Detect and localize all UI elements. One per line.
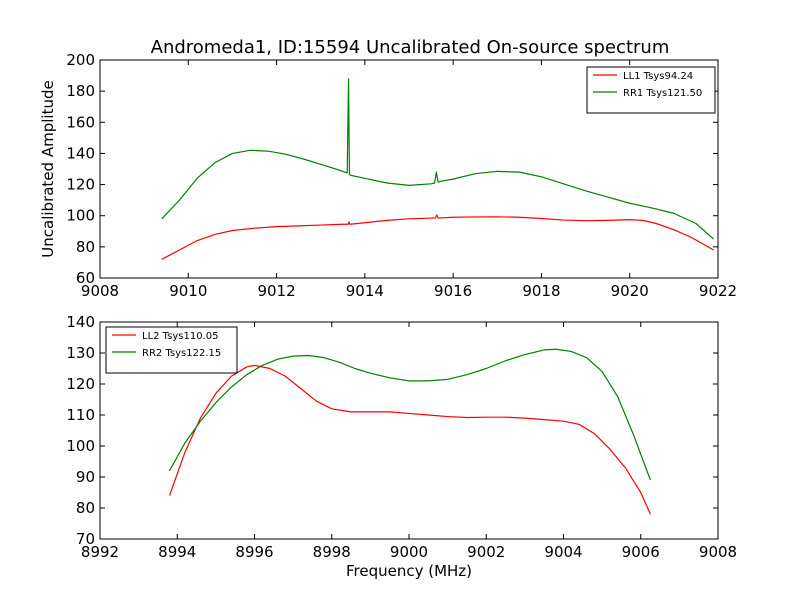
x-tick-label: 9000 [390,543,428,561]
x-tick-label: 8992 [81,543,119,561]
y-tick-label: 70 [76,530,95,548]
x-tick-label: 8996 [235,543,273,561]
y-tick-label: 160 [66,113,95,131]
x-tick-label: 9012 [257,282,295,300]
chart-title: Andromeda1, ID:15594 Uncalibrated On-sou… [151,37,670,58]
y-tick-label: 200 [66,51,95,69]
top-panel: 9008 9010 9012 9014 9016 9018 9020 9022 60 80 100 1… [39,51,737,300]
legend-label: LL2 Tsys110.05 [142,331,218,342]
legend-label: RR2 Tsys122.15 [142,348,221,359]
y-tick-label: 60 [76,269,95,287]
series-line-1 [168,364,651,515]
x-tick-label: 9014 [346,282,384,300]
x-tick-label: 9016 [434,282,472,300]
legend-label: LL1 Tsys94.24 [623,71,693,82]
y-tick-label: 110 [66,406,95,424]
x-tick-label: 9022 [699,282,737,300]
x-tick-label: 9018 [522,282,560,300]
x-axis-label: Frequency (MHz) [346,562,472,580]
y-tick-label: 100 [66,437,95,455]
y-tick-label: 120 [66,375,95,393]
x-tick-label: 9010 [169,282,207,300]
y-tick-label: 100 [66,207,95,225]
x-tick-label: 8994 [158,543,196,561]
y-tick-label: 130 [66,344,95,362]
x-tick-label: 9008 [81,282,119,300]
series-line-1 [161,214,714,260]
x-tick-label: 9002 [467,543,505,561]
bottom-panel: 8992 8994 8996 8998 9000 9002 9004 9006 9008 70 80… [66,313,737,580]
series-line-2 [161,78,714,240]
x-tick-label: 9008 [699,543,737,561]
y-tick-label: 140 [66,313,95,331]
x-tick-label: 9004 [544,543,582,561]
plot-frame [99,59,719,279]
y-tick-label: 180 [66,82,95,100]
legend-label: RR1 Tsys121.50 [623,88,702,99]
y-tick-label: 120 [66,176,95,194]
x-tick-label: 9006 [622,543,660,561]
y-tick-label: 80 [76,499,95,517]
series-line-2 [168,348,651,481]
y-tick-label: 80 [76,238,95,256]
x-tick-label: 8998 [313,543,351,561]
y-axis-label: Uncalibrated Amplitude [39,80,57,257]
y-tick-label: 90 [76,468,95,486]
y-tick-label: 140 [66,144,95,162]
x-tick-label: 9020 [611,282,649,300]
